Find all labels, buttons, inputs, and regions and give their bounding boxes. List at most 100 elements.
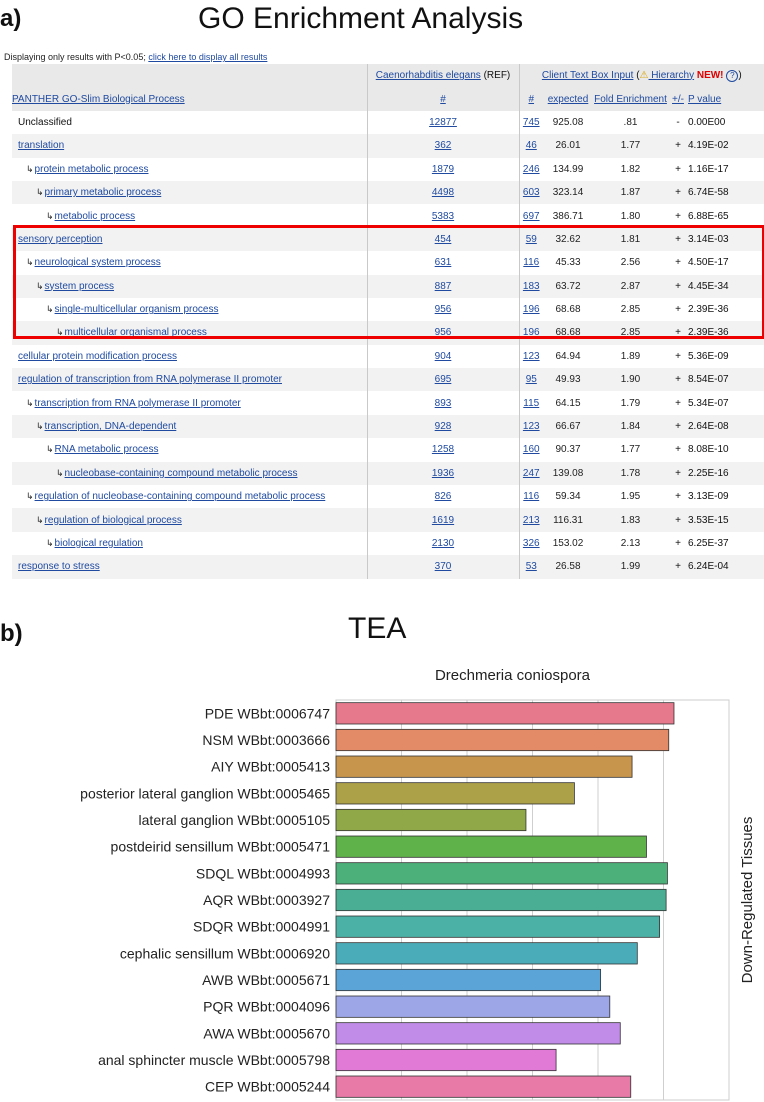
process-term-link[interactable]: response to stress [18, 561, 100, 573]
process-term-link[interactable]: single-multicellular organism process [54, 304, 219, 316]
process-term-link[interactable]: regulation of biological process [44, 514, 182, 526]
direction-sign: + [668, 321, 688, 345]
table-row: response to stress 370 53 26.58 1.99 +6.24E-0… [12, 555, 764, 579]
gene-count-link[interactable]: 53 [525, 561, 537, 573]
ref-count-link[interactable]: 893 [434, 397, 452, 409]
ref-count-link[interactable]: 2130 [431, 538, 455, 549]
ref-count-link[interactable]: 826 [434, 491, 452, 503]
gene-count-link[interactable]: 196 [522, 327, 540, 339]
ref-count-link[interactable]: 904 [434, 350, 452, 362]
sort-by-fold-link[interactable]: Fold Enrichment [594, 93, 667, 105]
process-term-link[interactable]: translation [18, 140, 65, 152]
display-all-results-link[interactable]: click here to display all results [148, 52, 268, 62]
p-value: 1.16E-17 [688, 163, 729, 175]
process-term-link[interactable]: sensory perception [18, 233, 103, 245]
ref-count-link[interactable]: 887 [434, 280, 452, 292]
hierarchy-link[interactable]: Hierarchy [648, 69, 695, 81]
sort-by-ref-count-link[interactable]: # [440, 93, 446, 105]
process-term-link[interactable]: regulation of nucleobase-containing comp… [34, 491, 326, 503]
bar [335, 755, 633, 778]
ref-count-link[interactable]: 695 [434, 374, 452, 386]
hierarchy-arrow-icon: ↳ [36, 187, 44, 198]
sort-by-process-link[interactable]: PANTHER GO-Slim Biological Process [12, 93, 185, 105]
ref-count-link[interactable]: 956 [434, 304, 452, 316]
ref-count-link[interactable]: 362 [434, 140, 452, 152]
table-row: ↳transcription from RNA polymerase II pr… [12, 391, 764, 415]
gene-count-link[interactable]: 116 [523, 491, 540, 503]
bar [335, 1022, 621, 1045]
gene-count-link[interactable]: 115 [523, 397, 540, 409]
gene-count-link[interactable]: 196 [522, 304, 540, 316]
table-row: ↳RNA metabolic process 1258 160 90.37 1.77 +8… [12, 438, 764, 462]
expected-value: 45.33 [555, 257, 581, 269]
process-term-link[interactable]: multicellular organismal process [64, 327, 207, 339]
table-row: regulation of transcription from RNA pol… [12, 368, 764, 392]
fold-enrichment-value: 1.78 [593, 461, 668, 486]
fold-enrichment-value: 1.95 [620, 491, 641, 503]
bar [335, 915, 660, 938]
sort-by-count-link[interactable]: # [528, 93, 535, 105]
new-badge: NEW! [694, 69, 724, 81]
process-term-link[interactable]: biological regulation [54, 538, 143, 549]
gene-count-link[interactable]: 95 [525, 374, 537, 386]
process-term-link[interactable]: cellular protein modification process [18, 350, 177, 362]
sort-by-expected-link[interactable]: expected [547, 93, 589, 105]
y-category-label: cephalic sensillum WBbt:0006920 [120, 945, 330, 961]
ref-count-link[interactable]: 1879 [431, 163, 455, 175]
process-term-link[interactable]: protein metabolic process [34, 163, 149, 175]
gene-count-link[interactable]: 123 [522, 421, 540, 433]
gene-count-link[interactable]: 59 [525, 233, 537, 245]
process-term-link[interactable]: regulation of transcription from RNA pol… [18, 374, 282, 386]
ref-count-link[interactable]: 1619 [431, 514, 455, 526]
ref-count-link[interactable]: 1258 [431, 444, 455, 456]
table-row: ↳biological regulation 2130 326 153.02 2.13 +… [12, 531, 764, 556]
bar [335, 1075, 632, 1098]
gene-count-link[interactable]: 123 [522, 350, 540, 362]
table-row: ↳nucleobase-containing compound metaboli… [12, 461, 764, 486]
process-term-link[interactable]: system process [44, 280, 115, 292]
sort-by-sign-link[interactable]: +/- [672, 93, 684, 105]
p-value: 2.39E-36 [688, 304, 729, 316]
y-category-label: AQR WBbt:0003927 [203, 892, 330, 908]
ref-count-link[interactable]: 370 [434, 561, 452, 573]
ref-count-link[interactable]: 928 [434, 421, 452, 433]
p-value: 5.36E-09 [688, 350, 729, 362]
process-term-link[interactable]: primary metabolic process [44, 187, 162, 199]
gene-count-link[interactable]: 213 [522, 514, 540, 526]
process-term-link[interactable]: RNA metabolic process [54, 444, 159, 456]
ref-count-link[interactable]: 1936 [431, 467, 455, 479]
ref-count-link[interactable]: 12877 [429, 116, 457, 128]
gene-count-link[interactable]: 46 [525, 140, 537, 152]
process-term-link[interactable]: metabolic process [54, 210, 136, 222]
gene-count-link[interactable]: 246 [522, 163, 540, 175]
gene-count-link[interactable]: 603 [522, 187, 540, 199]
process-term-link[interactable]: nucleobase-containing compound metabolic… [64, 467, 298, 479]
gene-count-link[interactable]: 745 [522, 116, 540, 128]
client-input-link[interactable]: Client Text Box Input [541, 69, 634, 81]
direction-sign: + [675, 491, 681, 503]
gene-count-link[interactable]: 160 [522, 444, 540, 456]
reference-organism-link[interactable]: Caenorhabditis elegans [375, 70, 481, 82]
gene-count-link[interactable]: 247 [522, 467, 540, 479]
paren-close: ) [738, 69, 742, 81]
process-term-link[interactable]: transcription from RNA polymerase II pro… [34, 397, 241, 409]
ref-count-link[interactable]: 631 [434, 257, 452, 269]
ref-count-link[interactable]: 4498 [431, 187, 455, 199]
ref-count-link[interactable]: 454 [434, 233, 452, 245]
gene-count-link[interactable]: 326 [522, 538, 540, 549]
gene-count-link[interactable]: 116 [523, 257, 540, 269]
ref-count-link[interactable]: 5383 [431, 210, 455, 222]
direction-sign: + [675, 210, 681, 222]
process-term-link[interactable]: transcription, DNA-dependent [44, 421, 177, 433]
process-term-link[interactable]: neurological system process [34, 257, 161, 269]
ref-count-link[interactable]: 956 [434, 327, 452, 339]
help-icon[interactable]: ? [726, 69, 739, 82]
y-category-label: SDQR WBbt:0004991 [193, 919, 330, 935]
gene-count-link[interactable]: 183 [522, 280, 540, 292]
sort-by-pvalue-link[interactable]: P value [688, 93, 722, 105]
p-value: 4.50E-17 [688, 257, 729, 269]
table-row: ↳system process 887 183 63.72 2.87 +4.45E-34 [12, 274, 764, 298]
expected-value: 68.68 [543, 321, 593, 345]
gene-count-link[interactable]: 697 [522, 210, 540, 222]
direction-sign: + [668, 508, 688, 532]
